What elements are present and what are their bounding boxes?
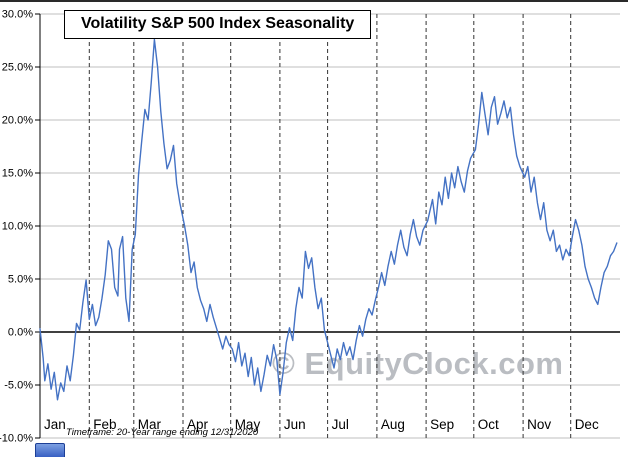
svg-text:10.0%: 10.0%	[2, 221, 33, 233]
svg-text:May: May	[235, 417, 261, 432]
svg-text:15.0%: 15.0%	[2, 168, 33, 180]
chart-title: Volatility S&P 500 Index Seasonality	[64, 10, 372, 39]
scrollbar-thumb[interactable]	[35, 443, 65, 457]
svg-text:Mar: Mar	[138, 417, 162, 432]
svg-text:Apr: Apr	[187, 417, 209, 432]
svg-text:Sep: Sep	[430, 417, 454, 432]
svg-text:Jun: Jun	[284, 417, 306, 432]
equityclock-watermark: © EquityClock.com	[272, 346, 564, 381]
svg-text:0.0%: 0.0%	[8, 327, 33, 339]
svg-text:30.0%: 30.0%	[2, 9, 33, 21]
svg-text:5.0%: 5.0%	[8, 274, 33, 286]
svg-text:20.0%: 20.0%	[2, 115, 33, 127]
svg-text:Jul: Jul	[332, 417, 349, 432]
svg-text:-10.0%: -10.0%	[0, 433, 33, 445]
svg-text:Oct: Oct	[478, 417, 499, 432]
svg-text:Nov: Nov	[527, 417, 551, 432]
svg-text:-5.0%: -5.0%	[4, 380, 33, 392]
svg-text:25.0%: 25.0%	[2, 62, 33, 74]
timeframe-footnote: Timeframe: 20-Year range ending 12/31/20…	[66, 427, 259, 438]
svg-text:Aug: Aug	[381, 417, 405, 432]
svg-text:Jan: Jan	[44, 417, 66, 432]
svg-text:Dec: Dec	[575, 417, 599, 432]
svg-text:Feb: Feb	[93, 417, 116, 432]
